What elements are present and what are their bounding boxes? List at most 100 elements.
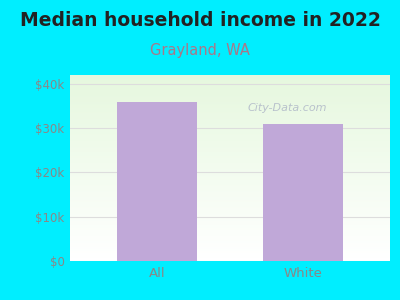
Bar — [70, 181, 390, 182]
Bar — [70, 161, 390, 162]
Bar — [70, 219, 390, 220]
Bar — [70, 93, 390, 94]
Bar — [70, 188, 390, 189]
Bar — [70, 167, 390, 168]
Bar — [70, 245, 390, 246]
Bar — [70, 154, 390, 155]
Bar — [70, 133, 390, 134]
Bar — [70, 139, 390, 140]
Bar — [70, 146, 390, 147]
Bar — [70, 92, 390, 93]
Bar — [70, 168, 390, 169]
Bar — [70, 136, 390, 137]
Bar — [70, 215, 390, 216]
Bar — [70, 152, 390, 153]
Bar — [70, 111, 390, 112]
Bar — [70, 249, 390, 250]
Bar — [70, 258, 390, 259]
Bar — [70, 176, 390, 177]
Bar — [70, 127, 390, 128]
Bar — [70, 231, 390, 232]
Bar — [70, 128, 390, 129]
Bar — [70, 212, 390, 213]
Bar — [70, 225, 390, 226]
Bar — [70, 172, 390, 173]
Bar — [70, 260, 390, 261]
Bar — [70, 238, 390, 239]
Bar — [70, 160, 390, 161]
Bar — [70, 125, 390, 126]
Bar — [70, 88, 390, 89]
Bar — [70, 166, 390, 167]
Bar — [70, 98, 390, 99]
Bar — [70, 104, 390, 105]
Bar — [70, 78, 390, 79]
Bar — [70, 114, 390, 115]
Bar — [70, 158, 390, 159]
Bar — [70, 244, 390, 245]
Bar — [70, 190, 390, 191]
Bar — [70, 132, 390, 133]
Bar — [70, 250, 390, 251]
Bar — [70, 254, 390, 255]
Bar — [70, 142, 390, 143]
Bar — [70, 246, 390, 247]
Bar — [70, 113, 390, 114]
Bar — [70, 137, 390, 138]
Bar — [70, 209, 390, 210]
Bar — [70, 174, 390, 175]
Bar — [70, 213, 390, 214]
Bar — [70, 223, 390, 224]
Bar — [70, 220, 390, 221]
Bar — [70, 153, 390, 154]
Bar — [70, 210, 390, 211]
Bar — [70, 183, 390, 184]
Bar — [70, 178, 390, 179]
Bar — [70, 81, 390, 82]
Bar — [70, 235, 390, 236]
Bar — [70, 144, 390, 145]
Text: City-Data.com: City-Data.com — [248, 103, 327, 113]
Bar — [70, 84, 390, 85]
Bar — [70, 120, 390, 121]
Bar — [70, 131, 390, 132]
Bar — [70, 130, 390, 131]
Bar — [70, 100, 390, 101]
Bar — [70, 251, 390, 252]
Bar — [70, 218, 390, 219]
Bar — [70, 175, 390, 176]
Bar — [70, 239, 390, 240]
Bar — [70, 164, 390, 165]
Bar — [70, 79, 390, 80]
Bar — [70, 196, 390, 197]
Bar — [70, 193, 390, 194]
Bar — [70, 85, 390, 86]
Bar — [70, 257, 390, 258]
Bar — [70, 240, 390, 241]
Bar — [70, 138, 390, 139]
Text: Grayland, WA: Grayland, WA — [150, 44, 250, 59]
Bar — [70, 204, 390, 205]
Bar — [70, 150, 390, 151]
Bar — [70, 76, 390, 77]
Bar — [70, 141, 390, 142]
Bar — [70, 80, 390, 81]
Bar — [70, 165, 390, 166]
Bar — [70, 185, 390, 186]
Bar — [70, 129, 390, 130]
Bar — [70, 214, 390, 215]
Bar — [70, 94, 390, 95]
Bar — [70, 77, 390, 78]
Bar — [70, 253, 390, 254]
Bar — [70, 157, 390, 158]
Bar — [70, 119, 390, 120]
Bar — [70, 234, 390, 235]
Bar — [70, 182, 390, 183]
Bar — [70, 86, 390, 87]
Bar — [70, 179, 390, 180]
Bar — [70, 116, 390, 117]
Bar — [70, 87, 390, 88]
Bar — [70, 189, 390, 190]
Bar — [70, 103, 390, 104]
Bar — [70, 123, 390, 124]
